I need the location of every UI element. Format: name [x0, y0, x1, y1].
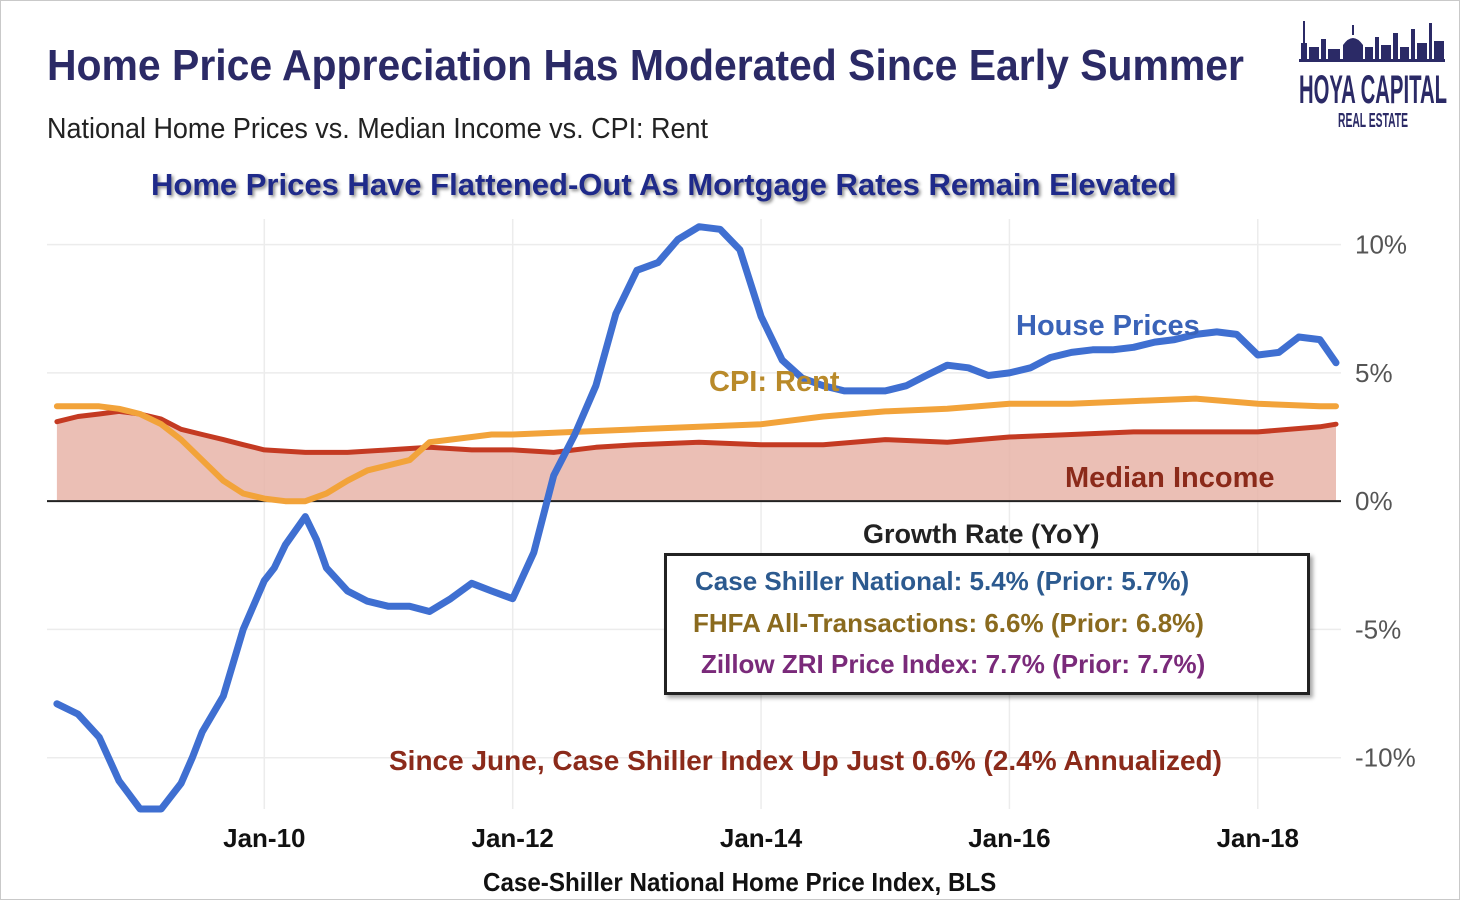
logo: HOYA CAPITAL REAL ESTATE	[1299, 21, 1447, 132]
stat-zillow: Zillow ZRI Price Index: 7.7% (Prior: 7.7…	[701, 649, 1206, 679]
x-tick-label: Jan-10	[223, 823, 305, 853]
source-caption: Case-Shiller National Home Price Index, …	[483, 867, 997, 897]
median-income-area	[56, 411, 1336, 502]
city-skyline-icon	[1299, 21, 1445, 62]
y-axis-ticks: 10% 5% 0% -5% -10%	[1355, 230, 1416, 773]
series-line-cpi-rent	[53, 395, 1339, 505]
x-tick-label: Jan-12	[471, 823, 553, 853]
series-lines	[53, 223, 1340, 813]
y-tick-label: 5%	[1355, 358, 1393, 388]
stats-box: Case Shiller National: 5.4% (Prior: 5.7%…	[664, 553, 1310, 695]
series-label-median-income: Median Income	[1065, 462, 1275, 494]
series-label-house-prices: House Prices	[1016, 310, 1200, 342]
y-tick-label: 10%	[1355, 230, 1407, 260]
x-axis-ticks: Jan-10 Jan-12 Jan-14 Jan-16 Jan-18	[223, 823, 1299, 853]
logo-line2: REAL ESTATE	[1338, 110, 1408, 132]
grid	[47, 219, 1341, 809]
stat-fhfa: FHFA All-Transactions: 6.6% (Prior: 6.8%…	[693, 608, 1204, 638]
x-tick-label: Jan-14	[720, 823, 803, 853]
chart-title: Home Price Appreciation Has Moderated Si…	[47, 41, 1244, 90]
series-line-house-prices	[53, 223, 1340, 813]
chart-subtitle: National Home Prices vs. Median Income v…	[47, 113, 709, 145]
series-line-median-income	[54, 408, 1339, 455]
y-tick-label: -10%	[1355, 743, 1416, 773]
area-fill	[56, 411, 1336, 502]
y-tick-label: -5%	[1355, 614, 1401, 644]
series-label-cpi-rent: CPI: Rent	[709, 366, 840, 398]
x-tick-label: Jan-16	[968, 823, 1050, 853]
logo-line1: HOYA CAPITAL	[1299, 68, 1447, 112]
annotation-note: Since June, Case Shiller Index Up Just 0…	[389, 745, 1222, 776]
chart-headline: Home Prices Have Flattened-Out As Mortga…	[151, 167, 1177, 202]
growth-rate-title: Growth Rate (YoY)	[863, 519, 1100, 549]
stat-case-shiller: Case Shiller National: 5.4% (Prior: 5.7%…	[695, 566, 1190, 596]
y-tick-label: 0%	[1355, 486, 1393, 516]
x-tick-label: Jan-18	[1217, 823, 1299, 853]
